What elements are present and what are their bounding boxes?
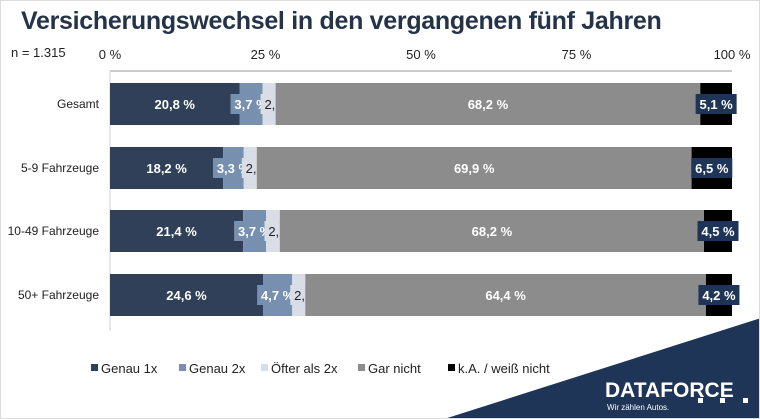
legend-label: Genau 2x — [189, 361, 246, 376]
bar-segment — [256, 147, 692, 189]
data-label: 4,5 % — [701, 224, 735, 239]
data-label: 4,7 % — [261, 288, 295, 303]
legend-label: Genau 1x — [101, 361, 158, 376]
bar-segment — [110, 147, 224, 189]
category-label: 5-9 Fahrzeuge — [21, 161, 99, 175]
data-label: 68,2 % — [468, 97, 509, 112]
data-label: 21,4 % — [156, 224, 197, 239]
data-label: 64,4 % — [485, 288, 526, 303]
legend-label: k.A. / weiß nicht — [458, 361, 550, 376]
data-label: 3,7 % — [234, 97, 268, 112]
x-tick-label: 0 % — [99, 47, 122, 62]
logo-dot — [743, 398, 748, 403]
data-label-background — [691, 158, 733, 178]
legend-swatch — [448, 364, 455, 371]
bar-segment — [110, 83, 240, 125]
data-label: 69,9 % — [454, 161, 495, 176]
data-label-background — [695, 94, 737, 114]
data-label: 24,6 % — [166, 288, 207, 303]
legend-label: Gar nicht — [368, 361, 421, 376]
data-label: 4,2 % — [702, 288, 736, 303]
chart-title: Versicherungswechsel in den vergangenen … — [21, 7, 662, 35]
data-label: 20,8 % — [155, 97, 196, 112]
legend-swatch — [261, 364, 268, 371]
category-label: 50+ Fahrzeuge — [18, 288, 99, 302]
legend-label: Öfter als 2x — [271, 361, 338, 376]
bar-segment — [275, 83, 701, 125]
logo-dot — [698, 398, 703, 403]
legend-swatch — [358, 364, 365, 371]
logo-dot — [720, 398, 725, 403]
data-label-background — [698, 285, 740, 305]
x-tick-label: 75 % — [562, 47, 592, 62]
data-label: 18,2 % — [146, 161, 187, 176]
sample-size-note: n = 1.315 — [11, 45, 66, 60]
category-label: Gesamt — [57, 97, 100, 111]
category-label: 10-49 Fahrzeuge — [8, 224, 100, 238]
x-tick-label: 50 % — [406, 47, 436, 62]
legend-swatch — [179, 364, 186, 371]
x-tick-label: 25 % — [251, 47, 281, 62]
data-label: 68,2 % — [472, 224, 513, 239]
bar-segment — [305, 274, 706, 316]
data-label: 6,5 % — [695, 161, 729, 176]
data-label: 5,1 % — [699, 97, 733, 112]
data-label: 3,7 % — [238, 224, 272, 239]
data-label-background — [697, 221, 739, 241]
legend-swatch — [91, 364, 98, 371]
logo-tagline: Wir zählen Autos. — [607, 403, 669, 412]
bar-segment — [110, 274, 264, 316]
x-tick-label: 100 % — [714, 47, 751, 62]
logo-wordmark: DATAFORCE — [605, 379, 734, 402]
data-label-background — [257, 285, 299, 305]
bar-segment — [279, 210, 705, 252]
bar-segment — [110, 210, 244, 252]
logo-triangle — [447, 318, 759, 418]
